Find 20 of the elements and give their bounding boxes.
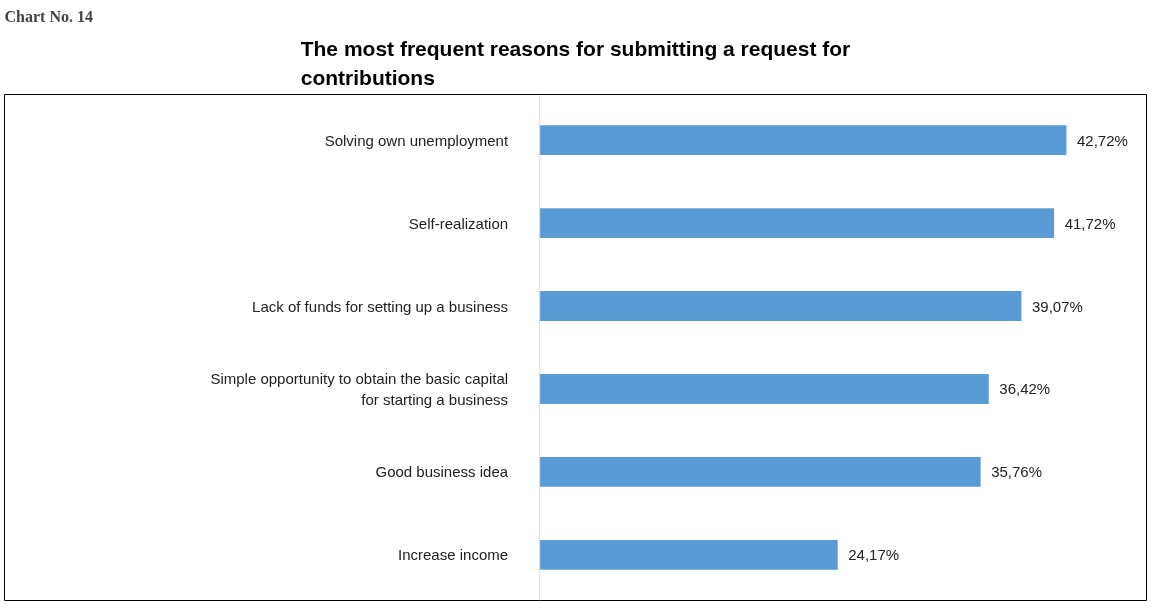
bar [539,539,838,570]
bar [539,125,1067,156]
bar [539,374,989,404]
y-tick-label: Simple opportunity to obtain the basic capital for starting a business [210,370,509,408]
data-label: 35,76% [991,463,1043,481]
chart-title: The most frequent reasons for submitting a request for contributions [300,36,851,90]
bar [539,208,1055,238]
data-label: 24,17% [848,546,900,564]
data-label: 39,07% [1031,297,1083,315]
data-label: 41,72% [1064,214,1116,232]
data-label: 42,72% [1076,131,1128,149]
y-tick-label: Increase income [398,546,509,564]
y-tick-label: Good business idea [375,463,509,481]
bar [539,457,981,487]
y-tick-label: Solving own unemployment [324,131,509,149]
text: Chart No. 14 [4,7,93,25]
data-label: 36,42% [999,380,1051,398]
y-tick-label: Self-realization [408,214,509,232]
y-tick-label: Lack of funds for setting up a business [252,297,509,315]
bar [539,291,1022,321]
